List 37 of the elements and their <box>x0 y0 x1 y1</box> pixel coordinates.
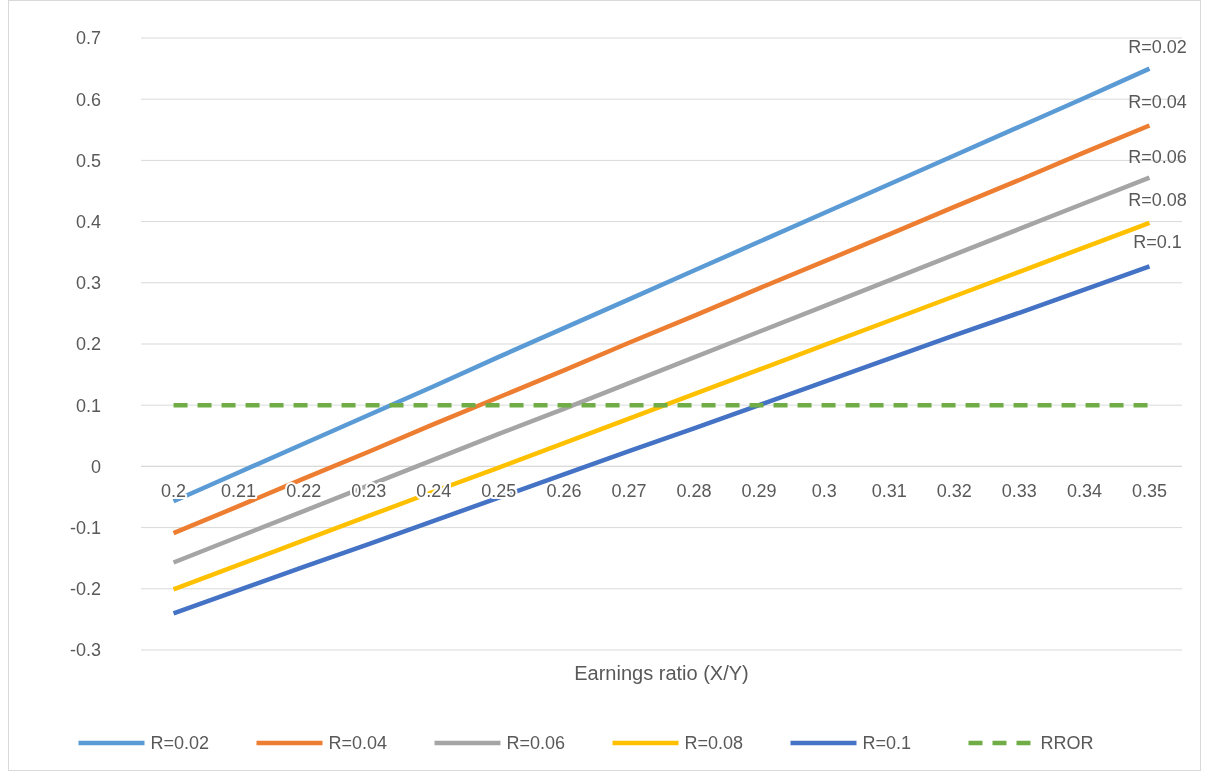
legend-label: R=0.06 <box>506 733 566 754</box>
annotation: R=0.1 <box>1133 232 1182 253</box>
annotation: R=0.08 <box>1128 189 1187 210</box>
x-tick-label: 0.34 <box>1066 481 1102 502</box>
y-tick-label: 0.5 <box>75 150 101 171</box>
x-tick-label: 0.28 <box>676 481 712 502</box>
x-axis-title: Earnings ratio (X/Y) <box>574 662 749 684</box>
legend-label: R=0.04 <box>328 733 388 754</box>
y-tick-label: 0.7 <box>75 28 101 49</box>
x-tick-label: 0.22 <box>286 481 322 502</box>
x-tick-label: 0.23 <box>351 481 387 502</box>
x-tick-label: 0.32 <box>936 481 972 502</box>
y-tick-label: 0.4 <box>75 211 101 232</box>
y-tick-label: 0.3 <box>75 273 101 294</box>
x-tick-label: 0.2 <box>161 481 187 502</box>
y-tick-label: 0.6 <box>75 89 101 110</box>
annotation: R=0.02 <box>1128 36 1187 57</box>
x-tick-label: 0.35 <box>1131 481 1167 502</box>
x-tick-label: 0.21 <box>221 481 257 502</box>
y-tick-label: 0.1 <box>75 395 101 416</box>
x-tick-label: 0.26 <box>546 481 582 502</box>
x-tick-label: 0.31 <box>871 481 907 502</box>
y-tick-label: -0.2 <box>69 579 101 600</box>
y-tick-label: 0 <box>90 456 101 477</box>
y-tick-label: -0.1 <box>69 517 101 538</box>
legend-label: R=0.1 <box>862 733 912 754</box>
x-tick-label: 0.27 <box>611 481 647 502</box>
x-tick-label: 0.29 <box>741 481 777 502</box>
annotation: R=0.06 <box>1128 146 1187 167</box>
legend-label: R=0.08 <box>684 733 744 754</box>
x-tick-label: 0.33 <box>1001 481 1037 502</box>
legend-label: R=0.02 <box>150 733 210 754</box>
x-tick-label: 0.3 <box>811 481 837 502</box>
annotation: R=0.04 <box>1128 91 1187 112</box>
legend-label: RROR <box>1040 733 1094 754</box>
y-tick-label: 0.2 <box>75 334 101 355</box>
y-tick-label: -0.3 <box>69 640 101 661</box>
